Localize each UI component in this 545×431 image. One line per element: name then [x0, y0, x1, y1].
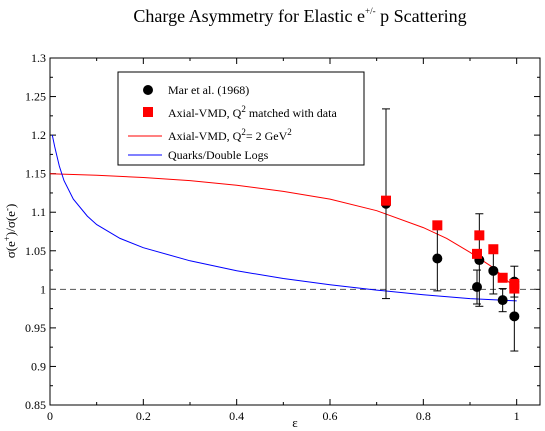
y-tick-label: 1.3 [31, 51, 46, 65]
legend-marker-mar [143, 85, 153, 95]
x-tick-label: 0.6 [323, 409, 338, 423]
x-tick-label: 0.8 [416, 409, 431, 423]
x-tick-label: 0.4 [229, 409, 244, 423]
y-tick-label: 0.95 [25, 321, 46, 335]
axis-ticks: 0 0.2 0.4 0.6 0.8 1 0.85 0.9 0.95 1 1.05 1.1 1.15 1.2… [25, 51, 540, 423]
point-mar [432, 253, 443, 264]
point-mar [509, 311, 520, 322]
legend-vmd-points-text: Axial-VMD, Q [168, 106, 242, 120]
y-tick-label: 1.1 [31, 205, 46, 219]
y-tick-label: 1.25 [25, 90, 46, 104]
legend-vmd-line-text: Axial-VMD, Q [168, 129, 242, 143]
x-axis-label: ε [292, 415, 298, 430]
y-label-b-sup: - [2, 208, 12, 211]
x-tick-label: 0 [47, 409, 53, 423]
point-vmd_pts [381, 195, 391, 206]
legend-text-vmd-line: Axial-VMD, Q2= 2 GeV2 [168, 127, 292, 143]
legend-vmd-points-tail: matched with data [246, 106, 338, 120]
series-lines [49, 134, 518, 302]
x-tick-label: 0.2 [136, 409, 151, 423]
y-axis-label: σ(e+)/σ(e-) [2, 204, 18, 259]
series-line-vmd_line [49, 173, 518, 290]
y-label-a-sup: + [2, 236, 12, 241]
chart-title-main: Charge Asymmetry for Elastic e [133, 6, 365, 26]
legend-marker-vmd-points [143, 107, 153, 117]
legend-vmd-line-sup2: 2 [287, 127, 292, 137]
point-vmd_pts [497, 272, 508, 283]
series-line-quarks [51, 134, 517, 302]
legend-vmd-points-sup: 2 [241, 104, 246, 114]
legend-box [117, 71, 365, 166]
point-mar [488, 265, 499, 276]
chart-title-tail: p Scattering [376, 6, 467, 26]
point-mar [472, 282, 482, 293]
point-vmd_pts [509, 283, 520, 294]
y-label-c: ) [3, 204, 18, 208]
y-tick-label: 0.85 [25, 398, 46, 412]
y-tick-label: 0.9 [31, 359, 46, 373]
data-points [381, 195, 520, 322]
legend-text-mar: Mar et al. (1968) [168, 83, 249, 97]
y-tick-label: 1 [40, 282, 46, 296]
legend-text-quarks: Quarks/Double Logs [168, 148, 269, 162]
legend: Mar et al. (1968) Axial-VMD, Q2 matched … [117, 71, 365, 166]
legend-vmd-line-tail: = 2 GeV [246, 129, 288, 143]
y-tick-label: 1.2 [31, 128, 46, 142]
legend-vmd-line-sup: 2 [241, 127, 246, 137]
y-tick-label: 1.05 [25, 244, 46, 258]
point-vmd_pts [488, 244, 499, 255]
point-vmd_pts [432, 220, 443, 231]
y-label-b: )/σ(e [3, 211, 18, 236]
x-tick-label: 1 [514, 409, 520, 423]
point-vmd_pts [472, 248, 482, 259]
error-bars [382, 108, 519, 352]
chart-title-sup: +/- [365, 6, 376, 16]
chart-title: Charge Asymmetry for Elastic e+/- p Scat… [133, 6, 466, 26]
legend-text-vmd-points: Axial-VMD, Q2 matched with data [168, 104, 337, 120]
point-mar [497, 295, 508, 306]
y-label-a: σ(e [3, 241, 18, 258]
point-vmd_pts [474, 230, 485, 241]
y-tick-label: 1.15 [25, 167, 46, 181]
